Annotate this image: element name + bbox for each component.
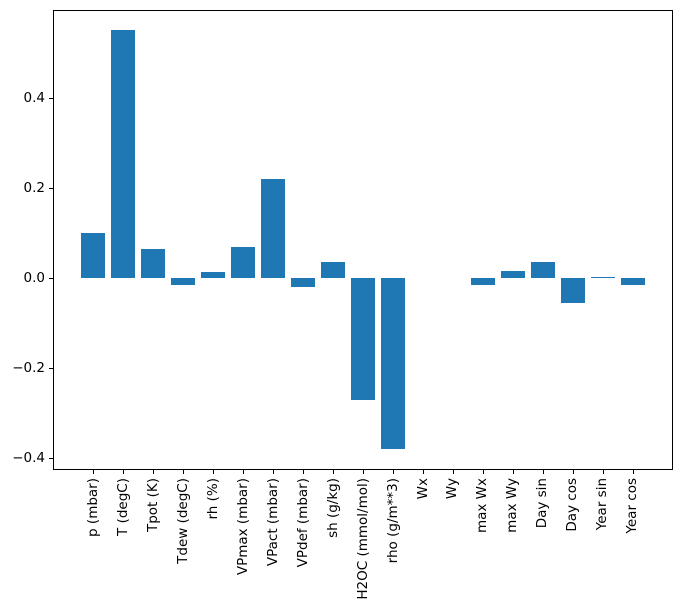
bar-day-sin (530, 262, 555, 279)
bar-h2oc-mmol-mol (351, 278, 375, 401)
y-tick-label-0.0: 0.0 (23, 270, 45, 287)
bar-year-cos (620, 278, 645, 285)
x-tick-label-year-sin: Year sin (594, 477, 611, 530)
x-tick-label-sh-g-kg: sh (g/kg) (324, 477, 341, 538)
x-tick-label-vpact-mbar: VPact (mbar) (264, 477, 281, 566)
bar-t-degc (111, 30, 136, 279)
bar-tdew-degc (171, 278, 196, 286)
x-tick-mark (183, 470, 185, 474)
y-tick-label-0.2: 0.2 (23, 180, 45, 197)
x-tick-label-p-mbar: p (mbar) (84, 477, 101, 537)
x-tick-label-tpot-k: Tpot (K) (144, 477, 161, 532)
x-tick-mark (572, 470, 574, 474)
bar-vpdef-mbar (291, 278, 315, 288)
x-tick-mark (333, 470, 334, 474)
y-tick-label-neg-0.4: −0.4 (12, 450, 45, 467)
y-tick-mark (49, 458, 53, 460)
x-tick-mark (273, 470, 275, 474)
x-tick-mark (542, 470, 544, 474)
y-tick-mark (49, 278, 53, 280)
x-tick-mark (452, 470, 454, 474)
x-tick-mark (153, 470, 155, 474)
bar-rho-g-m-3 (381, 278, 405, 450)
x-tick-label-t-degc: T (degC) (114, 477, 131, 536)
x-tick-mark (363, 470, 364, 474)
x-tick-label-vpdef-mbar: VPdef (mbar) (294, 477, 311, 567)
bar-max-wx (470, 278, 495, 286)
x-tick-label-max-wx: max Wx (474, 477, 491, 533)
bar-p-mbar (81, 233, 106, 279)
x-tick-mark (93, 470, 95, 474)
x-tick-label-max-wy: max Wy (504, 477, 521, 533)
y-tick-label-neg-0.2: −0.2 (12, 360, 45, 377)
x-tick-label-year-cos: Year cos (624, 477, 641, 534)
bar-vpmax-mbar (231, 246, 256, 279)
y-tick-mark (49, 98, 53, 100)
x-tick-label-wy: Wy (444, 477, 461, 499)
bar-day-cos (560, 278, 585, 304)
x-tick-mark (393, 470, 394, 474)
x-tick-mark (213, 470, 215, 474)
x-tick-mark (123, 470, 125, 474)
y-tick-label-0.4: 0.4 (23, 90, 45, 107)
x-tick-mark (423, 470, 424, 474)
bar-vpact-mbar (261, 179, 286, 279)
y-tick-mark (49, 368, 53, 370)
x-tick-label-vpmax-mbar: VPmax (mbar) (234, 477, 251, 575)
axes-frame (53, 10, 673, 470)
x-tick-mark (243, 470, 245, 474)
x-tick-label-day-sin: Day sin (534, 477, 551, 528)
x-tick-label-wx: Wx (414, 477, 431, 499)
x-tick-mark (512, 470, 514, 474)
x-tick-mark (602, 470, 604, 474)
x-tick-label-day-cos: Day cos (564, 477, 581, 532)
bar-sh-g-kg (321, 262, 345, 279)
bar-year-sin (590, 276, 615, 279)
x-tick-mark (482, 470, 484, 474)
bar-rh (201, 272, 226, 279)
x-tick-label-rh: rh (%) (204, 477, 221, 520)
x-tick-mark (303, 470, 304, 474)
bar-max-wy (500, 271, 525, 279)
x-tick-label-h2oc-mmol-mol: H2OC (mmol/mol) (354, 477, 371, 600)
x-tick-mark (632, 470, 634, 474)
y-tick-mark (49, 188, 53, 190)
bar-tpot-k (141, 248, 166, 279)
x-tick-label-tdew-degc: Tdew (degC) (174, 477, 191, 564)
x-tick-label-rho-g-m-3: rho (g/m**3) (384, 477, 401, 563)
